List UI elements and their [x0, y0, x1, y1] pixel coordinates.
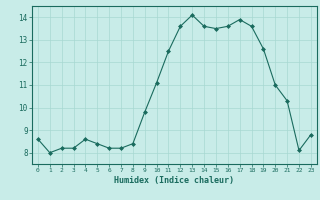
- X-axis label: Humidex (Indice chaleur): Humidex (Indice chaleur): [115, 176, 234, 185]
